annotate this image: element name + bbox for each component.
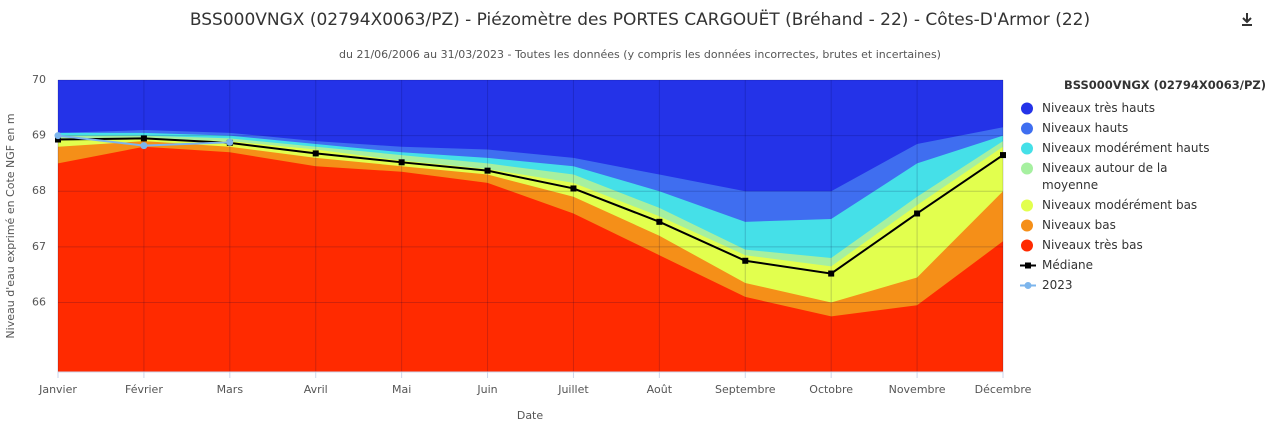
legend-marker — [1021, 102, 1033, 115]
x-tick-label: Août — [647, 383, 673, 396]
point — [140, 142, 148, 150]
legend-swatch — [1021, 219, 1033, 232]
legend-swatch — [1021, 142, 1033, 155]
point — [55, 136, 61, 143]
point — [484, 167, 491, 174]
legend-marker — [1021, 122, 1033, 135]
legend-label: Niveaux autour de la moyenne — [1042, 161, 1168, 192]
legend-swatch — [1024, 282, 1032, 289]
y-tick-label: 69 — [32, 129, 46, 142]
x-tick-label: Mai — [392, 383, 411, 396]
legend-marker — [1021, 162, 1033, 175]
legend-swatch — [1025, 262, 1031, 269]
x-tick-label: Juillet — [557, 383, 589, 396]
x-tick-label: Février — [125, 383, 163, 396]
legend-label: Niveaux très bas — [1042, 238, 1143, 252]
y-tick-label: 70 — [32, 73, 46, 86]
x-tick-label: Octobre — [809, 383, 853, 396]
area-band — [58, 146, 1003, 372]
legend-title: BSS000VNGX (02794X0063/PZ) — [1063, 78, 1266, 92]
y-axis-label: Niveau d'eau exprimé en Cote NGF en m — [4, 113, 17, 338]
legend-marker — [1021, 219, 1033, 232]
x-tick-label: Janvier — [38, 383, 77, 396]
point — [914, 210, 921, 217]
y-tick-label: 66 — [32, 295, 46, 308]
download-icon[interactable] — [1242, 13, 1252, 26]
legend-item[interactable]: Niveaux hauts — [1018, 120, 1266, 137]
legend-swatch — [1021, 162, 1033, 175]
legend-swatch — [1021, 199, 1033, 212]
x-tick-label: Mars — [217, 383, 244, 396]
chart-subtitle: du 21/06/2006 au 31/03/2023 - Toutes les… — [339, 48, 941, 61]
point — [398, 159, 405, 166]
x-axis-label: Date — [517, 409, 544, 422]
point — [226, 138, 234, 146]
legend-marker — [1020, 282, 1036, 289]
x-tick-label: Juin — [476, 383, 497, 396]
y-tick-label: 68 — [32, 184, 46, 197]
legend-item[interactable]: Niveaux autour de la moyenne — [1018, 160, 1266, 194]
legend-item[interactable]: Niveaux modérément bas — [1018, 197, 1266, 214]
legend-swatch — [1021, 122, 1033, 135]
legend-label: 2023 — [1042, 278, 1073, 292]
legend-label: Niveaux modérément bas — [1042, 198, 1198, 212]
point — [1000, 152, 1006, 159]
x-tick-label: Septembre — [715, 383, 776, 396]
point — [54, 132, 62, 140]
legend-item[interactable]: Niveaux très hauts — [1018, 100, 1266, 117]
y-tick-label: 67 — [32, 240, 46, 253]
legend-marker — [1021, 199, 1033, 212]
point — [742, 257, 749, 264]
legend-item[interactable]: Niveaux bas — [1018, 217, 1266, 234]
x-tick-label: Décembre — [975, 383, 1032, 396]
legend-marker — [1021, 142, 1033, 155]
legend-item[interactable]: 2023 — [1018, 277, 1266, 294]
legend-label: Niveaux hauts — [1042, 121, 1129, 135]
legend-marker — [1020, 262, 1036, 269]
legend-swatch — [1021, 102, 1033, 115]
x-tick-label: Novembre — [889, 383, 946, 396]
legend-item[interactable]: Niveaux très bas — [1018, 237, 1266, 254]
x-tick-label: Avril — [304, 383, 328, 396]
point — [140, 135, 147, 142]
legend: BSS000VNGX (02794X0063/PZ) Niveaux très … — [1018, 78, 1266, 297]
point — [828, 270, 835, 277]
legend-swatch — [1021, 239, 1033, 252]
chart-title: BSS000VNGX (02794X0063/PZ) - Piézomètre … — [190, 9, 1090, 30]
legend-item[interactable]: Niveaux modérément hauts — [1018, 140, 1266, 157]
legend-label: Niveaux modérément hauts — [1042, 141, 1210, 155]
legend-item[interactable]: Médiane — [1018, 257, 1266, 274]
legend-label: Niveaux bas — [1042, 218, 1116, 232]
point — [312, 150, 319, 157]
point — [656, 218, 663, 225]
legend-marker — [1021, 239, 1033, 252]
point — [570, 185, 577, 192]
legend-label: Médiane — [1042, 258, 1094, 272]
legend-label: Niveaux très hauts — [1042, 101, 1156, 115]
